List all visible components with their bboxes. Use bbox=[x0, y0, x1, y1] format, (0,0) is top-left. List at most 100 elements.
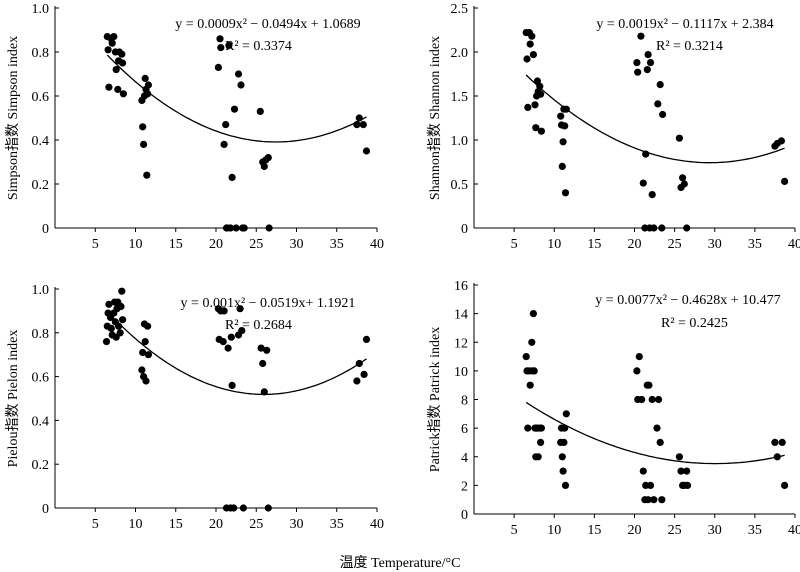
data-point bbox=[532, 124, 540, 132]
data-point bbox=[561, 122, 569, 130]
data-point bbox=[648, 395, 656, 404]
data-point bbox=[646, 481, 655, 489]
data-point bbox=[778, 438, 786, 446]
y-tick-label: 1.0 bbox=[451, 134, 469, 149]
x-tick-label: 10 bbox=[547, 523, 561, 538]
data-point bbox=[561, 189, 570, 197]
x-tick-label: 20 bbox=[209, 237, 223, 252]
x-tick-label: 20 bbox=[209, 517, 223, 532]
data-point bbox=[115, 322, 123, 330]
data-point bbox=[140, 140, 148, 148]
data-point bbox=[259, 359, 267, 368]
y-tick-label: 4 bbox=[461, 451, 468, 466]
data-point bbox=[530, 367, 538, 375]
x-tick-label: 15 bbox=[169, 237, 183, 252]
data-point bbox=[264, 154, 272, 162]
y-tick-label: 16 bbox=[454, 279, 468, 294]
data-point bbox=[526, 381, 534, 389]
data-point bbox=[637, 32, 645, 40]
y-tick-label: 0.8 bbox=[32, 327, 50, 342]
y-tick-label: 0.2 bbox=[32, 458, 50, 473]
regression-equation: y = 0.001x² − 0.0519x+ 1.1921 bbox=[181, 296, 356, 311]
data-point bbox=[635, 353, 643, 361]
data-point bbox=[353, 121, 361, 129]
x-tick-label: 40 bbox=[788, 523, 800, 538]
data-point bbox=[112, 66, 120, 74]
y-tick-label: 0 bbox=[461, 222, 468, 237]
data-point bbox=[524, 424, 532, 432]
data-point bbox=[677, 467, 685, 475]
data-point bbox=[105, 300, 113, 308]
data-point bbox=[642, 150, 650, 158]
data-point bbox=[777, 137, 786, 145]
data-point bbox=[633, 59, 641, 67]
fit-curve bbox=[106, 310, 367, 396]
data-point bbox=[680, 180, 688, 188]
fit-curve bbox=[525, 74, 785, 164]
data-point bbox=[138, 366, 146, 374]
data-point bbox=[654, 100, 662, 108]
y-axis-title: Pielou指数 Pielon index bbox=[5, 330, 21, 468]
data-point bbox=[644, 496, 652, 504]
y-tick-label: 8 bbox=[461, 394, 468, 409]
x-tick-label: 30 bbox=[708, 523, 722, 538]
regression-equation: y = 0.0019x² − 0.1117x + 2.384 bbox=[596, 17, 773, 32]
data-point bbox=[633, 367, 641, 375]
x-tick-label: 35 bbox=[330, 237, 344, 252]
data-point bbox=[650, 496, 658, 504]
global-x-axis-label: 温度 Temperature/°C bbox=[339, 556, 461, 571]
data-point bbox=[222, 121, 230, 129]
data-point bbox=[139, 348, 147, 357]
data-point bbox=[107, 324, 115, 332]
data-point bbox=[108, 39, 116, 47]
data-point bbox=[216, 35, 224, 43]
y-tick-label: 0.6 bbox=[32, 371, 50, 386]
data-point bbox=[230, 504, 238, 512]
data-point bbox=[118, 50, 126, 58]
data-point bbox=[260, 162, 268, 170]
data-point bbox=[119, 59, 127, 67]
data-point bbox=[105, 83, 113, 91]
data-point bbox=[220, 307, 228, 315]
y-axis-title: Simpson指数 Simpson index bbox=[5, 36, 21, 200]
data-point bbox=[659, 110, 667, 119]
regression-equation: y = 0.0009x² − 0.0494x + 1.0689 bbox=[175, 17, 360, 32]
data-point bbox=[110, 33, 118, 41]
data-point bbox=[529, 51, 538, 59]
regression-equation: y = 0.0077x² − 0.4628x + 10.477 bbox=[595, 293, 780, 308]
data-point bbox=[558, 453, 566, 461]
data-point bbox=[683, 224, 691, 232]
data-point bbox=[560, 438, 568, 446]
data-point bbox=[675, 134, 684, 142]
data-point bbox=[362, 335, 371, 343]
data-point bbox=[116, 329, 124, 337]
data-point bbox=[234, 70, 243, 78]
data-point bbox=[355, 114, 363, 122]
data-point bbox=[648, 191, 656, 199]
x-tick-label: 35 bbox=[330, 517, 344, 532]
data-point bbox=[645, 381, 653, 389]
y-axis-title: Patrick指数 Patrick index bbox=[427, 327, 443, 472]
data-point bbox=[232, 224, 240, 232]
y-tick-label: 2.5 bbox=[451, 2, 469, 17]
y-tick-label: 6 bbox=[461, 422, 468, 437]
data-point bbox=[260, 388, 268, 396]
data-point bbox=[559, 467, 567, 475]
r-squared: R² = 0.2425 bbox=[661, 316, 728, 331]
data-point bbox=[114, 85, 122, 93]
data-point bbox=[524, 103, 532, 111]
data-point bbox=[236, 305, 244, 313]
y-tick-label: 0.8 bbox=[32, 46, 50, 61]
data-point bbox=[102, 338, 111, 346]
x-tick-label: 40 bbox=[370, 237, 384, 252]
data-point bbox=[239, 504, 247, 512]
y-tick-label: 0.4 bbox=[32, 414, 50, 429]
r-squared: R² = 0.3214 bbox=[656, 39, 723, 54]
data-point bbox=[359, 121, 367, 129]
r-squared: R² = 0.2684 bbox=[225, 318, 292, 333]
chart-panel-2: 0 0.5 1.0 1.5 2.0 2.5 5 10 15 20 25 30 35 40 Shannon指数… bbox=[427, 2, 800, 252]
data-point bbox=[237, 81, 245, 89]
x-tick-label: 15 bbox=[169, 517, 183, 532]
data-point bbox=[558, 162, 566, 170]
data-point bbox=[224, 344, 232, 352]
